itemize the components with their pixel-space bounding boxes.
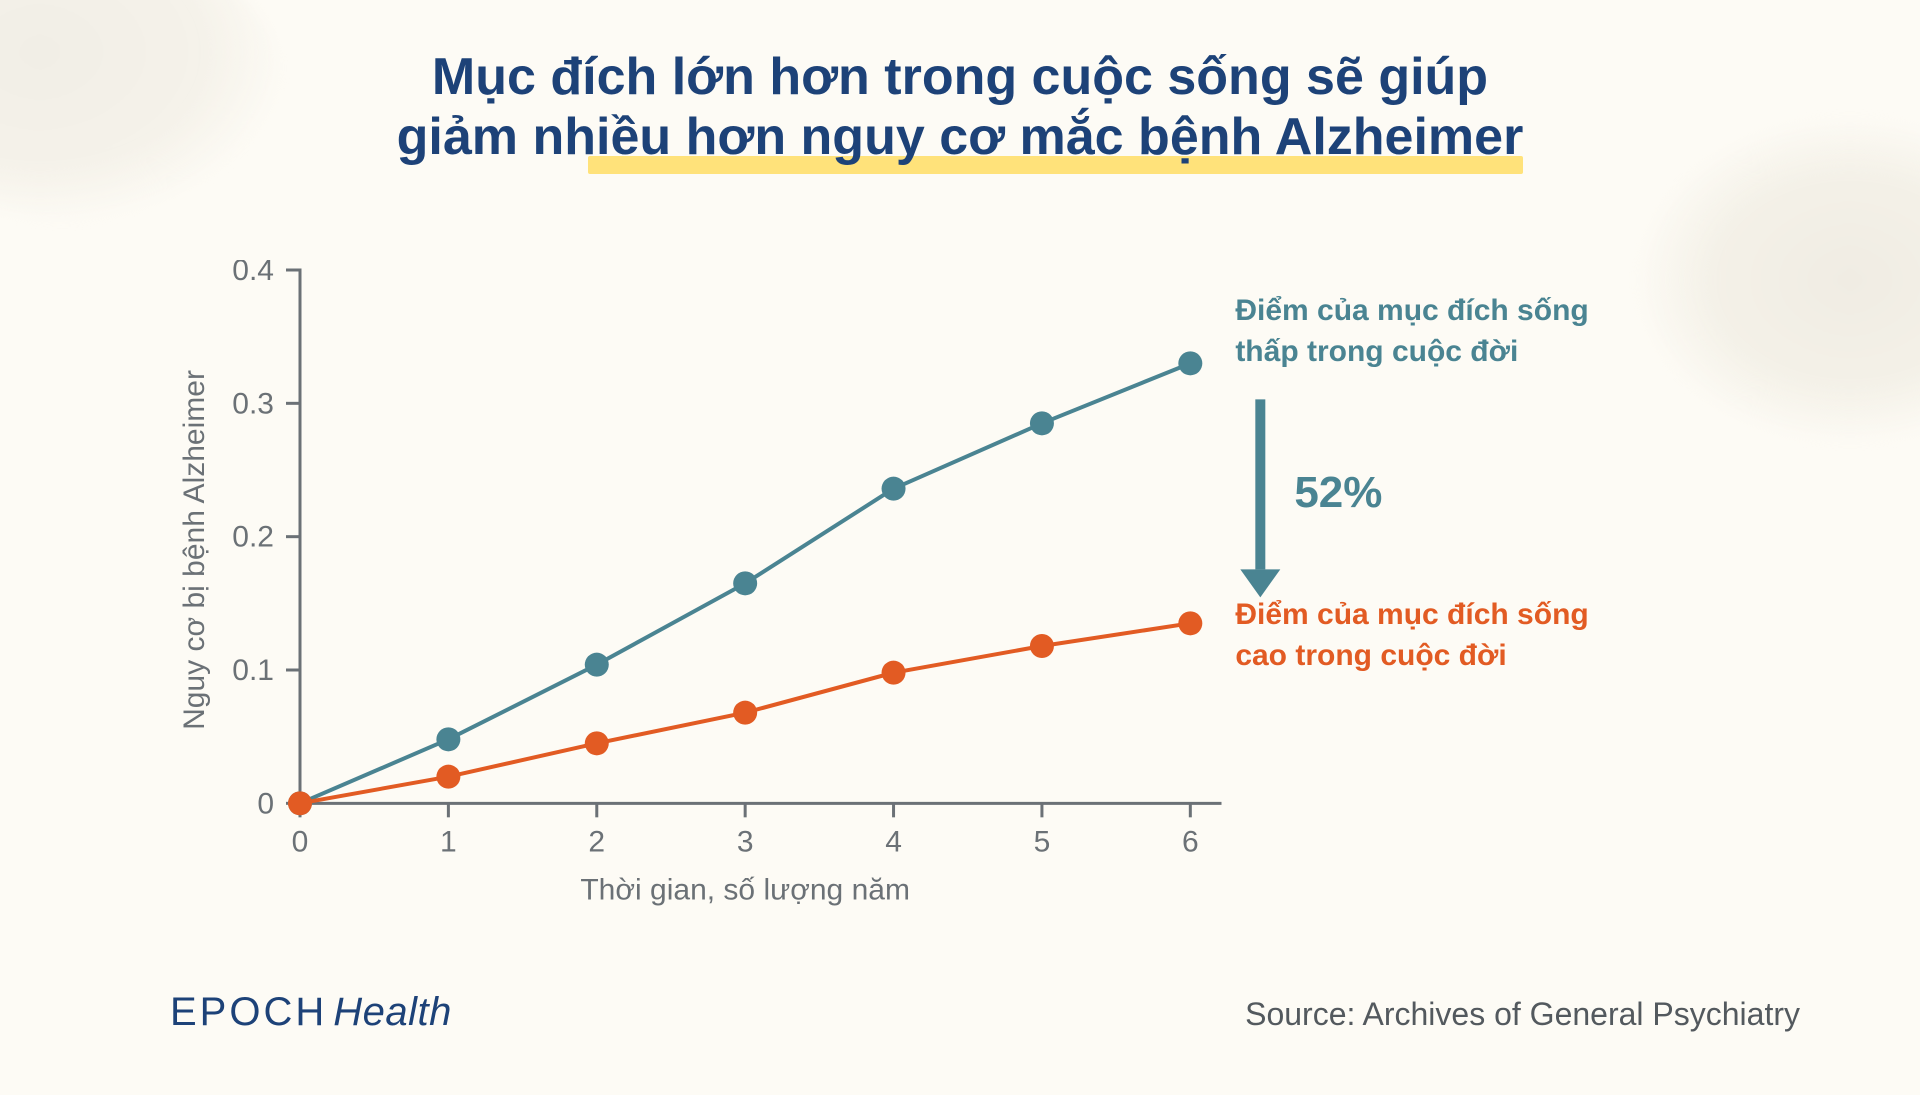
- svg-text:4: 4: [885, 825, 902, 858]
- svg-text:1: 1: [440, 825, 457, 858]
- source-citation: Source: Archives of General Psychiatry: [1245, 996, 1800, 1033]
- svg-text:Thời gian, số lượng năm: Thời gian, số lượng năm: [580, 873, 910, 906]
- svg-text:0: 0: [257, 787, 274, 820]
- svg-text:0.3: 0.3: [232, 387, 274, 420]
- svg-text:5: 5: [1034, 825, 1051, 858]
- svg-text:0.4: 0.4: [232, 260, 274, 287]
- series-label-high-purpose: Điểm của mục đích sống cao trong cuộc đờ…: [1235, 595, 1588, 676]
- brand-logo: EPOCHHealth: [170, 990, 452, 1035]
- chart-title-container: Mục đích lớn hơn trong cuộc sống sẽ giúp…: [0, 48, 1920, 168]
- brand-part2: Health: [333, 990, 452, 1034]
- svg-text:0: 0: [292, 825, 309, 858]
- svg-text:0.2: 0.2: [232, 521, 274, 554]
- svg-text:Nguy cơ bị bệnh Alzheimer: Nguy cơ bị bệnh Alzheimer: [178, 370, 211, 730]
- svg-text:6: 6: [1182, 825, 1199, 858]
- footer: EPOCHHealth Source: Archives of General …: [170, 990, 1800, 1035]
- series-label-low-purpose: Điểm của mục đích sống thấp trong cuộc đ…: [1235, 291, 1588, 372]
- svg-text:3: 3: [737, 825, 754, 858]
- reduction-percent-label: 52%: [1294, 468, 1382, 518]
- chart-title: Mục đích lớn hơn trong cuộc sống sẽ giúp…: [397, 48, 1524, 168]
- chart-area: 0 0.1 0.2 0.3 0.4 0 1 2 3 4 5 6 Thời gian, số lượng …: [170, 260, 1750, 940]
- brand-part1: EPOCH: [170, 990, 327, 1034]
- svg-text:2: 2: [588, 825, 605, 858]
- svg-text:0.1: 0.1: [232, 654, 274, 687]
